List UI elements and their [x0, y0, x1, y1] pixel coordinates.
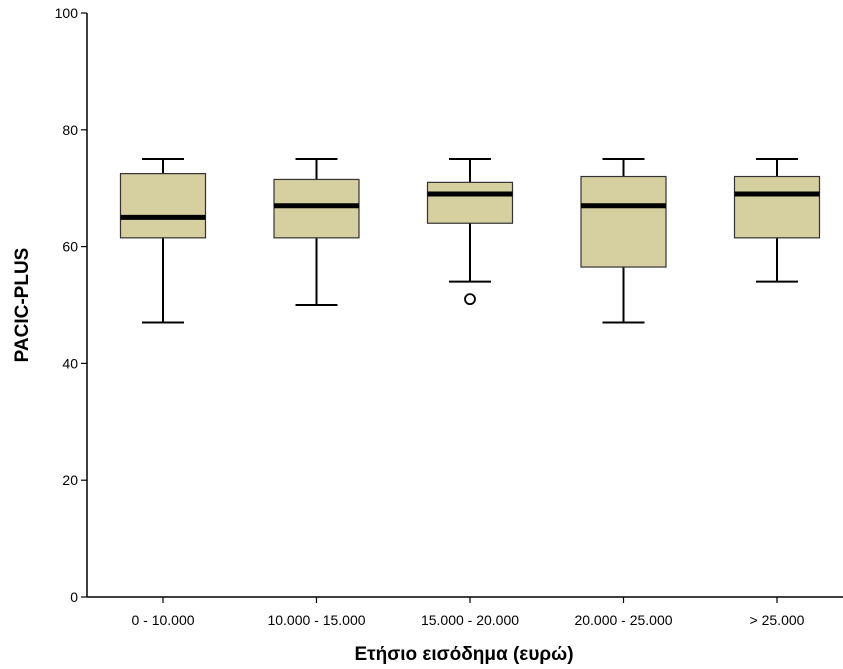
x-tick-label: 20.000 - 25.000 [574, 612, 672, 628]
outlier-point [464, 293, 476, 306]
iqr-box [580, 175, 667, 268]
iqr-box [273, 178, 360, 239]
y-tick-label: 80 [62, 122, 78, 138]
x-tick-label: > 25.000 [750, 612, 805, 628]
y-tick-label: 60 [62, 239, 78, 255]
x-tick-label: 0 - 10.000 [131, 612, 194, 628]
y-axis-title: PACIC-PLUS [12, 248, 33, 363]
y-tick-label: 0 [70, 589, 78, 605]
iqr-box [733, 175, 821, 239]
plot-marks [119, 158, 821, 324]
x-axis-title: Ετήσιο εισόδημα (ευρώ) [354, 644, 573, 665]
iqr-box [119, 173, 207, 239]
y-tick-label: 20 [62, 472, 78, 488]
x-tick-label: 10.000 - 15.000 [267, 612, 365, 628]
x-tick-label: 15.000 - 20.000 [421, 612, 519, 628]
axes: 0 20 40 60 80 100 0 - 10.000 10.000 - 15.000 15.… [55, 5, 843, 628]
y-tick-label: 100 [55, 5, 79, 21]
y-tick-label: 40 [62, 355, 78, 371]
iqr-box [426, 181, 514, 224]
